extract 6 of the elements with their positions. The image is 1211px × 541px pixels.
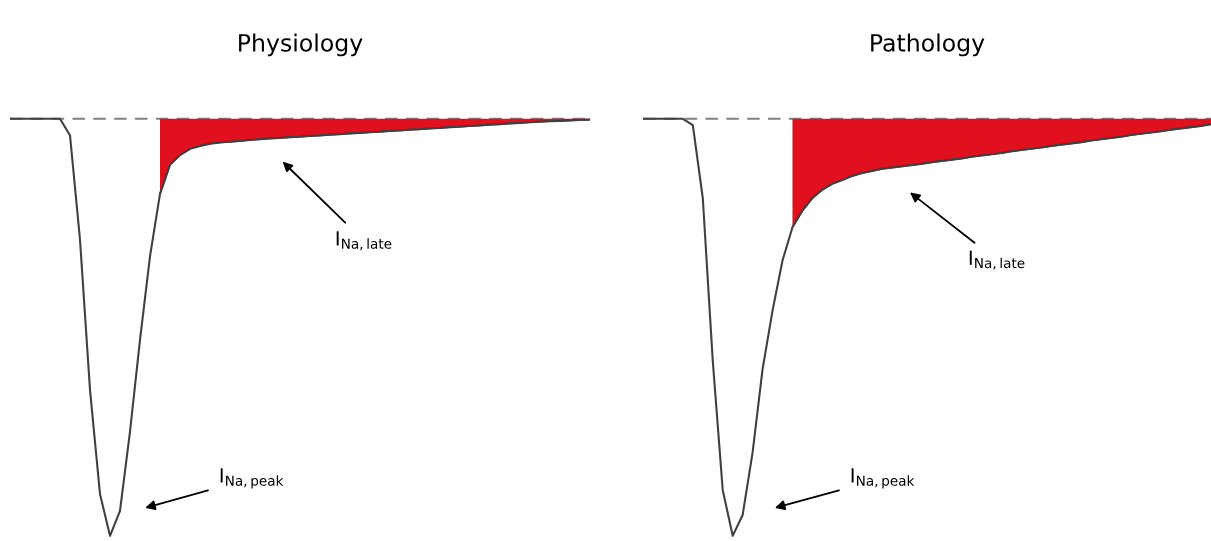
annotation: I$_{Na,peak}$ (220, 468, 284, 489)
annotation: I$_{Na,late}$ (336, 231, 392, 251)
annotation: I$_{Na,late}$ (969, 250, 1025, 270)
chart-title: Physiology (239, 33, 363, 57)
chart-title: Pathology (871, 33, 985, 57)
annotation: I$_{Na,peak}$ (851, 468, 915, 489)
